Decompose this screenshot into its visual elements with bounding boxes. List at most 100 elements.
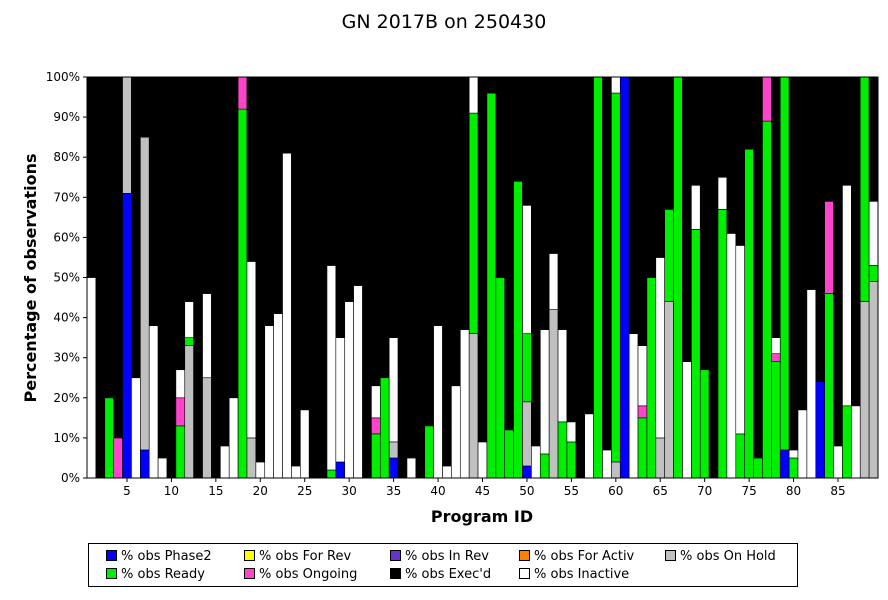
- bar-segment-execd-62: [628, 76, 639, 334]
- bar-segment-inactive-63: [637, 345, 648, 407]
- bar-segment-execd-9: [157, 76, 168, 459]
- bar-segment-inactive-45: [477, 441, 488, 479]
- bar-segment-ready-84: [824, 293, 834, 479]
- bar-segment-execd-20: [255, 76, 266, 463]
- x-tick-label: 50: [519, 484, 534, 498]
- bar-segment-ready-50: [522, 333, 532, 403]
- bar-segment-execd-47: [495, 76, 506, 278]
- x-tick-label: 45: [475, 484, 490, 498]
- y-tick-label: 80%: [53, 150, 80, 164]
- bar-segment-inactive-6: [131, 377, 141, 479]
- bar-segment-inactive-78: [771, 337, 781, 354]
- legend-item: % obs Exec'd: [390, 567, 491, 583]
- x-tick-label: 15: [208, 484, 223, 498]
- bar-segment-inactive-87: [851, 405, 861, 479]
- bar-segment-ongoing-63: [637, 405, 648, 419]
- bar-segment-execd-65: [655, 76, 665, 258]
- bar-segment-onhold-53: [548, 309, 559, 479]
- bar-segment-inactive-74: [735, 245, 745, 435]
- bar-segment-inactive-14: [202, 293, 212, 379]
- bar-segment-inactive-80: [788, 449, 799, 459]
- bar-segment-ready-12: [184, 337, 194, 346]
- bar-segment-execd-15: [211, 76, 221, 479]
- bar-segment-execd-82: [806, 76, 817, 290]
- bar-segment-execd-24: [291, 76, 301, 467]
- bar-segment-onhold-88: [859, 301, 870, 479]
- bar-segment-execd-52: [539, 76, 550, 330]
- bar-segment-execd-54: [557, 76, 568, 330]
- bar-segment-execd-71: [708, 76, 719, 479]
- bar-segment-inactive-28: [326, 265, 337, 471]
- bar-segment-inactive-86: [842, 184, 852, 407]
- y-tick-label: 30%: [53, 351, 80, 365]
- bar-segment-execd-66: [664, 76, 674, 210]
- y-tick-label: 50%: [53, 271, 80, 285]
- legend-swatch: [390, 550, 401, 561]
- legend-label: % obs For Rev: [259, 549, 352, 564]
- bar-segment-execd-73: [726, 76, 737, 234]
- bar-segment-inactive-62: [628, 333, 639, 479]
- bar-segment-inactive-73: [726, 233, 737, 479]
- bar-segment-execd-50: [522, 76, 532, 206]
- bar-segment-inactive-40: [433, 325, 443, 479]
- legend-label: % obs Ongoing: [259, 567, 358, 582]
- bar-segment-ready-52: [539, 453, 550, 479]
- legend-label: % obs Exec'd: [405, 567, 492, 582]
- legend-swatch: [665, 550, 676, 561]
- bar-segment-execd-46: [486, 76, 497, 94]
- bar-segment-execd-21: [264, 76, 274, 326]
- bar-segment-phase2-61: [619, 76, 630, 479]
- bar-segment-execd-31: [353, 76, 363, 286]
- legend-item: % obs On Hold: [665, 549, 776, 565]
- bar-segment-ongoing-77: [762, 76, 772, 122]
- bar-segment-inactive-50: [522, 205, 532, 334]
- y-tick-label: 70%: [53, 190, 80, 204]
- bar-segment-inactive-53: [548, 253, 559, 310]
- bar-segment-phase2-29: [335, 461, 346, 479]
- bar-segment-ongoing-78: [771, 353, 781, 363]
- bar-segment-execd-17: [228, 76, 239, 399]
- bar-segment-ready-75: [744, 148, 754, 479]
- bar-segment-execd-42: [451, 76, 461, 387]
- bar-segment-execd-28: [326, 76, 337, 266]
- legend-swatch: [244, 568, 255, 579]
- bar-segment-ready-80: [788, 457, 799, 479]
- bar-segment-execd-74: [735, 76, 745, 246]
- bar-segment-onhold-50: [522, 401, 532, 467]
- bar-segment-ready-11: [175, 425, 186, 479]
- bar-segment-ready-39: [424, 425, 434, 479]
- bar-segment-inactive-12: [184, 301, 194, 338]
- y-tick-label: 40%: [53, 311, 80, 325]
- legend-item: % obs Ready: [106, 567, 205, 583]
- legend-swatch: [519, 568, 530, 579]
- bar-segment-inactive-20: [255, 461, 266, 479]
- bar-segment-onhold-60: [611, 461, 621, 479]
- bar-segment-inactive-42: [451, 385, 461, 479]
- bar-segment-execd-81: [797, 76, 808, 411]
- bar-segment-inactive-31: [353, 285, 363, 479]
- bar-segment-phase2-83: [815, 381, 825, 479]
- bar-segment-inactive-60: [611, 76, 621, 94]
- bar-segment-execd-10: [166, 76, 177, 479]
- bar-segment-ready-77: [762, 120, 772, 479]
- axis-ticks: 0% 10% 20% 30% 40% 50% 60% 70% 80% 90% 100% 5 10 15 20…: [46, 70, 846, 498]
- bar-segment-inactive-17: [228, 397, 239, 479]
- bar-segment-onhold-66: [664, 301, 674, 479]
- bar-segment-ready-69: [691, 229, 701, 479]
- bar-segment-onhold-89: [868, 281, 879, 479]
- bar-segment-inactive-16: [220, 445, 230, 479]
- y-tick-label: 10%: [53, 431, 80, 445]
- bar-segment-inactive-11: [175, 369, 186, 399]
- bar-segment-ready-64: [646, 277, 657, 479]
- legend: % obs Phase2 % obs For Rev % obs In Rev % o…: [88, 543, 798, 587]
- bar-segment-ready-78: [771, 361, 781, 479]
- bar-segment-inactive-82: [806, 289, 817, 479]
- bar-segment-execd-69: [691, 76, 701, 186]
- y-tick-label: 60%: [53, 230, 80, 244]
- legend-swatch: [244, 550, 255, 561]
- bar-segment-phase2-5: [122, 192, 132, 479]
- bar-segment-inactive-52: [539, 329, 550, 455]
- bar-segment-ready-74: [735, 433, 745, 479]
- bar-segment-inactive-21: [264, 325, 274, 479]
